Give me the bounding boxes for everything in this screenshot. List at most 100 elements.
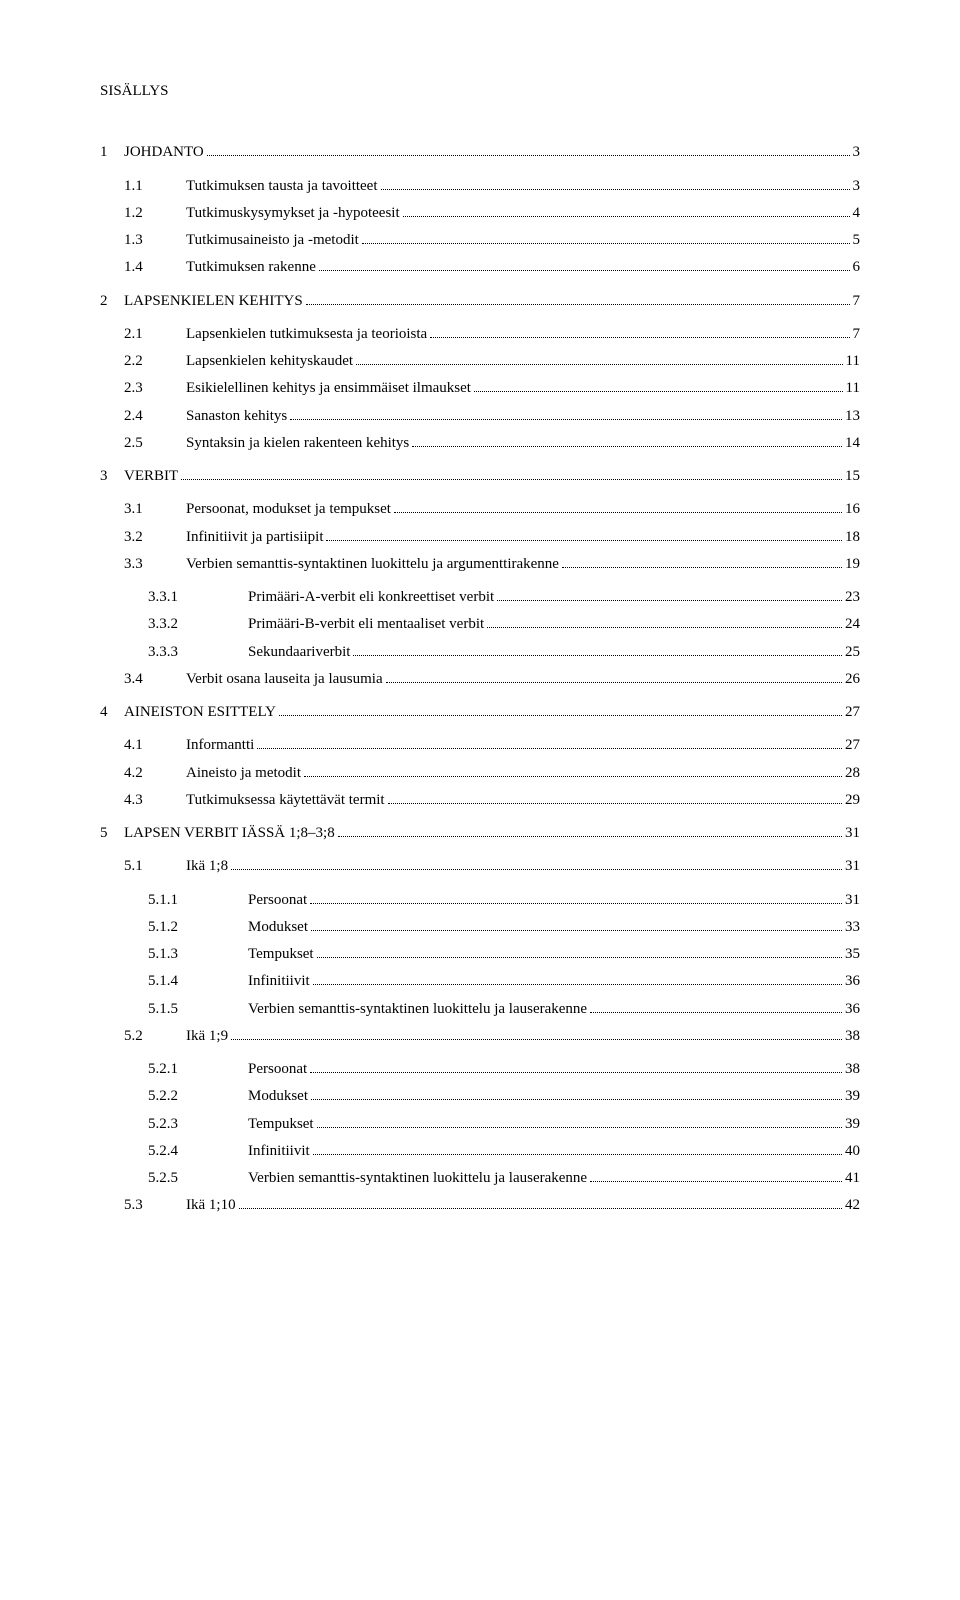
toc-leader-dots [590,1181,842,1182]
toc-leader-dots [562,567,842,568]
toc-leader-dots [381,189,850,190]
toc-entry: 5.2.4Infinitiivit40 [100,1138,860,1165]
toc-leader-dots [317,957,842,958]
toc-entry-number: 2.5 [100,432,186,455]
toc-entry: 1.1Tutkimuksen tausta ja tavoitteet 3 [100,173,860,200]
toc-entry-number: 1.1 [100,175,186,198]
toc-entry-page: 7 [853,290,861,313]
toc-entry-page: 40 [845,1140,860,1163]
toc-entry-number: 1.4 [100,256,186,279]
toc-entry-page: 26 [845,668,860,691]
toc-leader-dots [239,1208,842,1209]
toc-entry-label: Sanaston kehitys [186,405,287,428]
toc-entry-number: 5.1 [100,855,186,878]
toc-entry-number: 5.1.4 [100,970,248,993]
toc-entry: 5.3Ikä 1;1042 [100,1192,860,1219]
toc-entry-page: 33 [845,916,860,939]
toc-entry-label: Esikielellinen kehitys ja ensimmäiset il… [186,377,471,400]
toc-leader-dots [311,1099,842,1100]
toc-entry-label: LAPSENKIELEN KEHITYS [124,290,303,313]
table-of-contents: 1JOHDANTO3 1.1Tutkimuksen tausta ja tavoi… [100,139,860,1219]
toc-entry-page: 19 [845,553,860,576]
toc-leader-dots [497,600,842,601]
toc-leader-dots [590,1012,842,1013]
toc-entry-label: Ikä 1;10 [186,1194,236,1217]
toc-entry-label: Ikä 1;9 [186,1025,228,1048]
toc-entry-page: 31 [845,855,860,878]
toc-entry-label: Verbien semanttis-syntaktinen luokittelu… [186,553,559,576]
toc-entry: 1JOHDANTO3 [100,139,860,166]
toc-entry-label: JOHDANTO [124,141,204,164]
toc-entry-page: 42 [845,1194,860,1217]
toc-entry-page: 3 [853,175,861,198]
toc-entry: 5.2.5Verbien semanttis-syntaktinen luoki… [100,1165,860,1192]
toc-entry: 3.3.3Sekundaariverbit25 [100,639,860,666]
toc-entry-number: 3.1 [100,498,186,521]
toc-entry-page: 14 [845,432,860,455]
toc-entry-page: 4 [853,202,861,225]
toc-entry-label: Verbien semanttis-syntaktinen luokittelu… [248,998,587,1021]
toc-entry-label: Tempukset [248,943,314,966]
toc-leader-dots [487,627,842,628]
toc-entry-label: Tutkimuksessa käytettävät termit [186,789,385,812]
toc-entry-page: 18 [845,526,860,549]
toc-entry: 3.4Verbit osana lauseita ja lausumia 26 [100,666,860,693]
toc-entry-number: 3.4 [100,668,186,691]
toc-entry: 5.2Ikä 1;938 [100,1023,860,1050]
toc-entry-page: 24 [845,613,860,636]
toc-entry-label: LAPSEN VERBIT IÄSSÄ 1;8–3;8 [124,822,335,845]
toc-entry: 1.2Tutkimuskysymykset ja -hypoteesit4 [100,200,860,227]
toc-entry-number: 3.3 [100,553,186,576]
toc-entry-label: Primääri-B-verbit eli mentaaliset verbit [248,613,484,636]
toc-entry-label: Tempukset [248,1113,314,1136]
toc-entry: 1.4Tutkimuksen rakenne6 [100,254,860,281]
toc-entry-label: Modukset [248,916,308,939]
toc-entry-label: Syntaksin ja kielen rakenteen kehitys [186,432,409,455]
toc-entry-number: 5.2.3 [100,1113,248,1136]
toc-entry: 3.3.2Primääri-B-verbit eli mentaaliset v… [100,611,860,638]
toc-entry: 2.5Syntaksin ja kielen rakenteen kehitys… [100,430,860,457]
toc-entry-page: 31 [845,889,860,912]
toc-entry-label: Infinitiivit [248,1140,310,1163]
toc-leader-dots [304,776,842,777]
toc-entry-page: 23 [845,586,860,609]
toc-entry-number: 4 [100,701,124,724]
page-title: SISÄLLYS [100,80,860,103]
toc-leader-dots [338,836,842,837]
toc-entry-number: 2.1 [100,323,186,346]
toc-entry-page: 35 [845,943,860,966]
toc-entry: 2.3Esikielellinen kehitys ja ensimmäiset… [100,375,860,402]
toc-leader-dots [474,391,843,392]
toc-leader-dots [394,512,842,513]
toc-entry-label: Informantti [186,734,254,757]
toc-entry-label: Persoonat [248,1058,307,1081]
toc-leader-dots [311,930,842,931]
toc-entry-label: Tutkimuksen tausta ja tavoitteet [186,175,378,198]
toc-entry-number: 3.3.2 [100,613,248,636]
toc-entry-page: 11 [846,377,860,400]
toc-leader-dots [231,869,842,870]
toc-leader-dots [353,655,842,656]
toc-entry-number: 1.2 [100,202,186,225]
toc-entry: 5LAPSEN VERBIT IÄSSÄ 1;8–3;8 31 [100,820,860,847]
toc-entry-label: Ikä 1;8 [186,855,228,878]
toc-entry-number: 5 [100,822,124,845]
toc-entry-number: 3 [100,465,124,488]
toc-entry: 3.3Verbien semanttis-syntaktinen luokitt… [100,551,860,578]
toc-leader-dots [430,337,849,338]
toc-entry-number: 4.1 [100,734,186,757]
toc-entry-page: 39 [845,1113,860,1136]
toc-entry-page: 15 [845,465,860,488]
toc-entry-label: Verbit osana lauseita ja lausumia [186,668,383,691]
toc-leader-dots [326,540,842,541]
toc-entry-number: 3.3.1 [100,586,248,609]
toc-entry-number: 5.2.5 [100,1167,248,1190]
toc-leader-dots [310,903,842,904]
toc-entry-page: 13 [845,405,860,428]
toc-entry-label: Verbien semanttis-syntaktinen luokittelu… [248,1167,587,1190]
toc-entry-number: 4.2 [100,762,186,785]
toc-leader-dots [412,446,842,447]
toc-entry-page: 31 [845,822,860,845]
toc-entry-page: 29 [845,789,860,812]
toc-entry-label: Lapsenkielen tutkimuksesta ja teorioista [186,323,427,346]
